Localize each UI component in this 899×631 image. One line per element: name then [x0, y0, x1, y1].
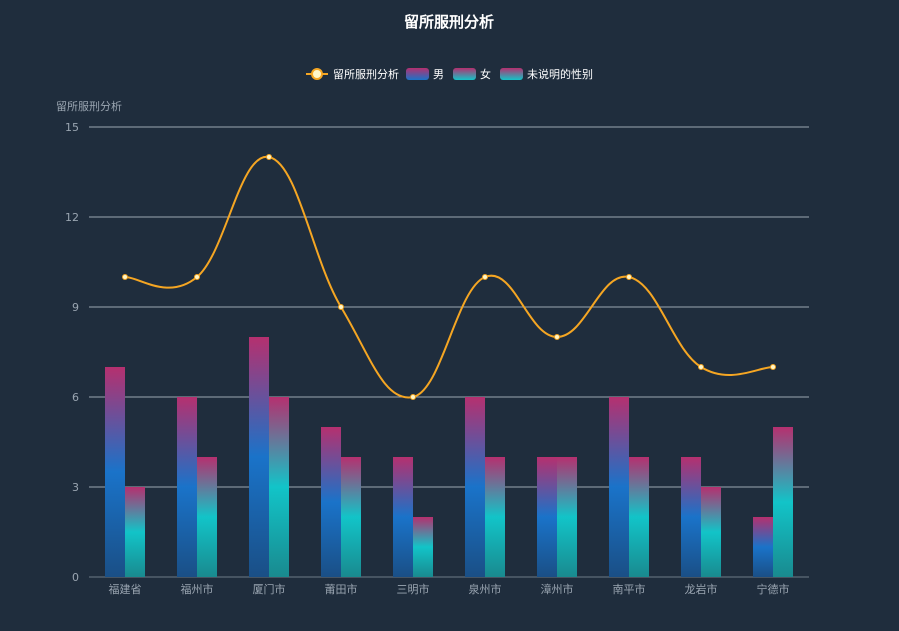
x-tick-label: 宁德市 — [757, 582, 790, 596]
bar-male[interactable] — [465, 397, 485, 577]
line-point[interactable] — [122, 274, 128, 280]
line-point[interactable] — [698, 364, 704, 370]
bar-male[interactable] — [609, 397, 629, 577]
bar-female[interactable] — [629, 457, 649, 577]
bar-female[interactable] — [701, 487, 721, 577]
legend-item-line[interactable]: 留所服刑分析 — [306, 67, 399, 81]
bar-male[interactable] — [177, 397, 197, 577]
bar-layer — [105, 337, 793, 577]
bar-male[interactable] — [537, 457, 557, 577]
bar-male[interactable] — [393, 457, 413, 577]
line-point[interactable] — [338, 304, 344, 310]
legend: 留所服刑分析 男 女 未说明的性别 — [306, 67, 593, 81]
bar-female[interactable] — [341, 457, 361, 577]
legend-label-line: 留所服刑分析 — [333, 67, 399, 81]
legend-item-female[interactable]: 女 — [453, 67, 491, 81]
x-tick-label: 厦门市 — [253, 582, 286, 596]
x-tick-label: 泉州市 — [469, 582, 502, 596]
bar-male[interactable] — [681, 457, 701, 577]
y-tick-label: 9 — [72, 301, 79, 314]
x-tick-label: 三明市 — [397, 582, 430, 596]
x-tick-label: 福州市 — [181, 582, 214, 596]
line-point[interactable] — [194, 274, 200, 280]
legend-item-unspecified[interactable]: 未说明的性别 — [500, 67, 593, 81]
line-point[interactable] — [410, 394, 416, 400]
x-tick-label: 福建省 — [109, 582, 142, 596]
line-point[interactable] — [266, 154, 272, 160]
bar-female[interactable] — [125, 487, 145, 577]
bar-female[interactable] — [485, 457, 505, 577]
y-axis-name: 留所服刑分析 — [56, 99, 122, 113]
line-series-path — [124, 155, 774, 399]
line-layer — [122, 154, 776, 400]
y-tick-label: 6 — [72, 391, 79, 404]
x-tick-label: 龙岩市 — [685, 582, 718, 596]
line-point[interactable] — [482, 274, 488, 280]
y-tick-label: 0 — [72, 571, 79, 584]
x-axis-labels: 福建省 福州市 厦门市 莆田市 三明市 泉州市 漳州市 南平市 龙岩市 宁德市 — [109, 582, 790, 596]
y-tick-label: 12 — [65, 211, 79, 224]
bar-male[interactable] — [321, 427, 341, 577]
bar-female[interactable] — [773, 427, 793, 577]
line-point[interactable] — [770, 364, 776, 370]
bar-female[interactable] — [557, 457, 577, 577]
legend-label-male: 男 — [433, 68, 444, 81]
bar-female[interactable] — [413, 517, 433, 577]
x-tick-label: 漳州市 — [541, 582, 574, 596]
chart-title: 留所服刑分析 — [404, 13, 494, 31]
legend-item-male[interactable]: 男 — [406, 68, 444, 81]
bar-female[interactable] — [269, 397, 289, 577]
legend-label-female: 女 — [480, 67, 491, 81]
y-tick-label: 3 — [72, 481, 79, 494]
x-tick-label: 南平市 — [613, 582, 646, 596]
bar-male[interactable] — [249, 337, 269, 577]
x-tick-label: 莆田市 — [325, 582, 358, 596]
line-point[interactable] — [554, 334, 560, 340]
legend-label-unspecified: 未说明的性别 — [527, 67, 593, 81]
bar-male[interactable] — [753, 517, 773, 577]
line-point[interactable] — [626, 274, 632, 280]
bar-male[interactable] — [105, 367, 125, 577]
bar-female[interactable] — [197, 457, 217, 577]
y-tick-label: 15 — [65, 121, 79, 134]
